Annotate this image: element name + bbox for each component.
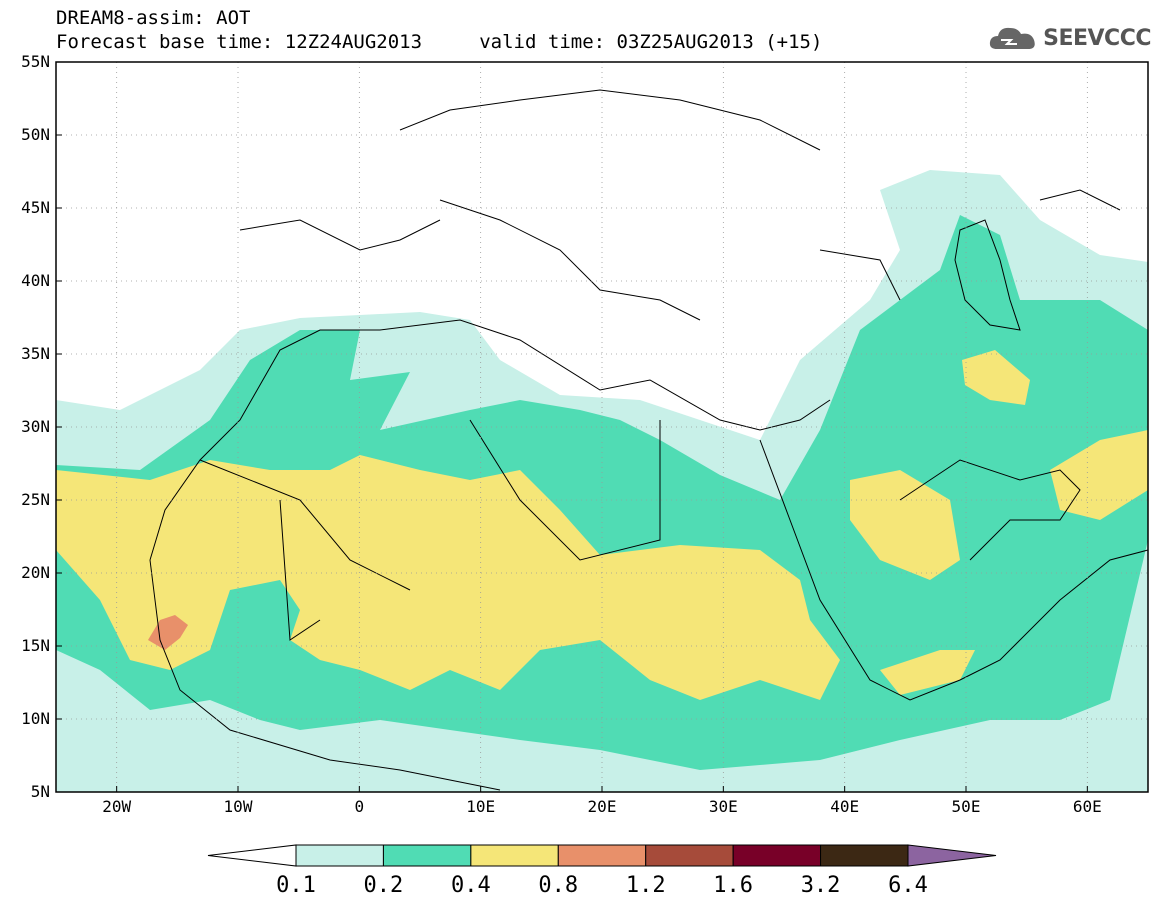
aot-band-0-4	[850, 470, 960, 580]
lon-label: 60E	[1073, 797, 1102, 816]
logo-text: SEEVCCC	[1043, 25, 1151, 51]
colorbar-swatch	[645, 844, 734, 867]
cloud-logo-icon	[990, 27, 1035, 49]
colorbar-high-arrow	[907, 844, 997, 867]
aot-band-0-4	[880, 650, 975, 695]
colorbar-label: 1.6	[713, 873, 753, 898]
aot-field	[56, 89, 1148, 792]
lat-label: 5N	[31, 782, 50, 801]
lat-label: 15N	[21, 636, 50, 655]
seevccc-logo: SEEVCCC	[987, 22, 1151, 54]
aot-band-0-4	[56, 455, 840, 700]
colorbar-label: 0.1	[276, 873, 316, 898]
colorbar-swatch	[295, 844, 384, 867]
colorbar-label: 6.4	[888, 873, 928, 898]
lat-label: 55N	[21, 52, 50, 71]
grid-lines	[56, 62, 1148, 792]
lon-label: 10E	[466, 797, 495, 816]
lon-label: 0	[355, 797, 365, 816]
lat-label: 50N	[21, 125, 50, 144]
lat-label: 45N	[21, 198, 50, 217]
colorbar-label: 0.4	[451, 873, 491, 898]
colorbar-swatch	[557, 844, 647, 867]
latitude-labels: 55N 50N 45N 40N 35N 30N 25N 20N 15N 10N 5N	[21, 52, 62, 801]
lon-label: 30E	[709, 797, 738, 816]
lat-label: 35N	[21, 344, 50, 363]
lat-label: 10N	[21, 709, 50, 728]
lon-label: 40E	[830, 797, 859, 816]
colorbar-low-arrow	[207, 844, 297, 867]
longitude-labels: 20W 10W 0 10E 20E 30E 40E 50E 60E	[102, 786, 1102, 816]
lat-label: 25N	[21, 490, 50, 509]
colorbar-swatch	[820, 844, 909, 867]
colorbar-swatch	[732, 844, 822, 867]
colorbar-label: 1.2	[626, 873, 666, 898]
colorbar-swatch	[470, 844, 559, 867]
lon-label: 20W	[102, 797, 131, 816]
map-title: DREAM8-assim: AOT	[56, 7, 251, 29]
colorbar-label: 0.8	[538, 873, 578, 898]
colorbar-swatch	[382, 844, 472, 867]
coastlines	[149, 89, 1148, 791]
colorbar: 0.1 0.2 0.4 0.8 1.2 1.6 3.2 6.4	[207, 844, 997, 898]
lat-label: 40N	[21, 271, 50, 290]
lat-label: 20N	[21, 563, 50, 582]
forecast-times: Forecast base time: 12Z24AUG2013 valid t…	[56, 31, 823, 53]
lat-label: 30N	[21, 417, 50, 436]
colorbar-label: 0.2	[364, 873, 404, 898]
lon-label: 50E	[952, 797, 981, 816]
lon-label: 10W	[224, 797, 253, 816]
aot-band-0-4	[962, 350, 1030, 405]
lon-label: 20E	[588, 797, 617, 816]
colorbar-label: 3.2	[801, 873, 841, 898]
